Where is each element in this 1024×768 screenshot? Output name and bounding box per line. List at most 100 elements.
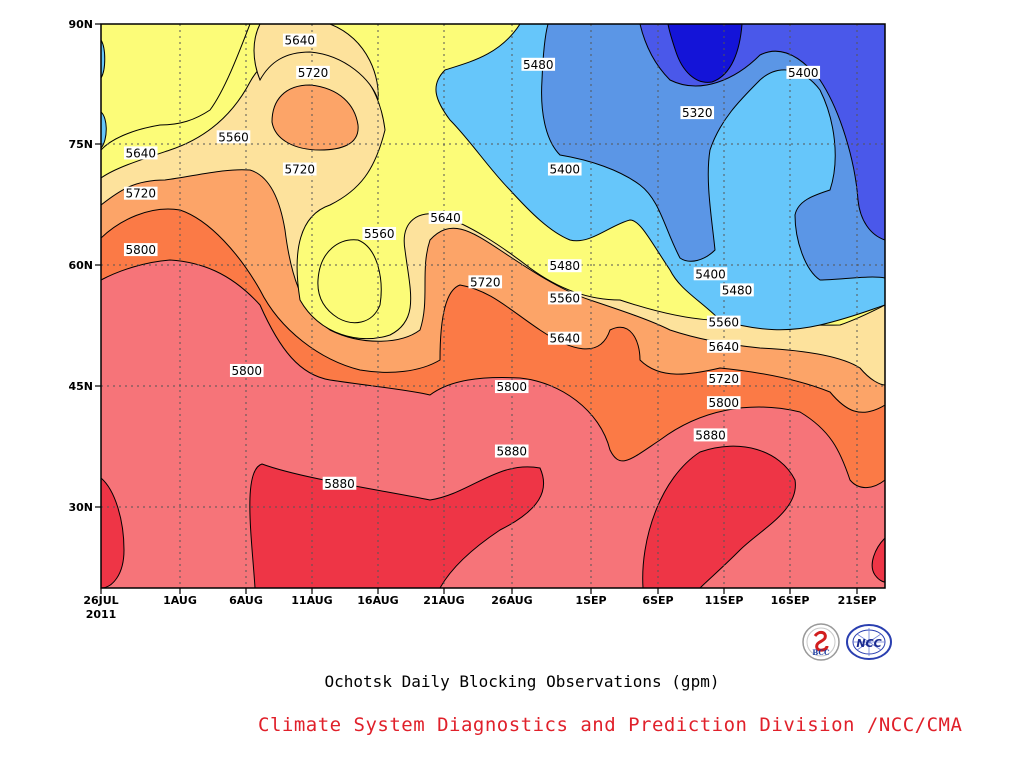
contour-label-text: 5560: [218, 130, 249, 144]
contour-label-text: 5800: [231, 364, 262, 378]
contour-label-box: [521, 57, 556, 71]
bcc-logo-text: BCC: [812, 648, 830, 657]
contour-label-text: 5560: [364, 227, 395, 241]
contour-label-box: [706, 315, 741, 329]
contour-label-text: 5560: [708, 316, 739, 330]
contour-label-box: [494, 380, 529, 394]
contour-label-text: 5640: [430, 211, 461, 225]
ncc-logo-text: NCC: [856, 637, 881, 650]
contour-label: 5720: [123, 186, 158, 201]
contour-label-text: 5640: [284, 34, 315, 48]
contour-label-box: [547, 162, 582, 176]
x-tick-label: 1AUG: [163, 594, 197, 607]
x-tick-label: 21AUG: [423, 594, 464, 607]
contour-label: 5720: [296, 65, 330, 80]
contour-label: 5400: [786, 65, 821, 80]
contour-label: 5480: [521, 57, 556, 72]
contour-label-box: [282, 162, 317, 176]
contour-label-box: [706, 372, 741, 386]
contour-label: 5720: [706, 372, 741, 386]
contour-label-text: 5320: [682, 106, 713, 120]
band-5400: [541, 24, 885, 281]
contour-label-box: [123, 243, 158, 257]
y-tick-labels: 90N 75N 60N 45N 30N: [68, 18, 93, 514]
contour-label: 5720: [468, 275, 503, 289]
contour-label-text: 5800: [125, 243, 156, 257]
contour-label-box: [547, 259, 582, 273]
contour-label-text: 5400: [788, 66, 819, 80]
contour-label-box: [123, 186, 158, 200]
y-tick-label: 60N: [68, 259, 93, 272]
band-5560-nw: [101, 24, 251, 151]
contour-label: 5640: [123, 146, 158, 160]
contour-label-text: 5480: [523, 58, 554, 72]
contour-label: 5400: [693, 267, 728, 281]
contour-label-text: 5880: [496, 445, 527, 459]
band-gt5960-right: [642, 445, 796, 588]
contour-label-box: [322, 476, 357, 490]
contour-label: 5880: [494, 444, 529, 459]
x-tick-label: 26AUG: [491, 594, 532, 607]
contour-label: 5800: [494, 380, 529, 394]
contour-label-text: 5800: [496, 380, 527, 394]
y-tick-label: 30N: [68, 501, 93, 514]
contour-label-text: 5720: [298, 66, 329, 80]
contour-label-box: [693, 267, 728, 281]
contour-label: 5640: [428, 210, 463, 225]
band-gt5960-center: [249, 463, 545, 588]
contour-label-text: 5720: [470, 275, 501, 289]
chart-title: Ochotsk Daily Blocking Observations (gpm…: [324, 672, 720, 691]
contour-label: 5800: [229, 363, 264, 378]
contour-label: 5880: [693, 428, 728, 442]
contour-label: 5640: [282, 33, 317, 48]
band-5560-island: [317, 239, 382, 324]
x-tick-label: 6SEP: [642, 594, 673, 607]
y-tick-label: 75N: [68, 138, 93, 151]
gridlines: [101, 24, 885, 588]
x-tick-label: 16AUG: [357, 594, 398, 607]
contour-label-text: 5400: [549, 163, 580, 177]
contour-label-box: [468, 275, 503, 289]
contour-label: 5560: [216, 130, 251, 144]
contour-label-text: 5640: [549, 332, 580, 346]
contour-label: 5560: [362, 226, 397, 241]
y-tick-label: 90N: [68, 18, 93, 31]
plot-frame: [100, 23, 886, 589]
contour-label-text: 5720: [125, 187, 156, 201]
x-tick-labels: 26JUL 1AUG 6AUG 11AUG 16AUG 21AUG 26AUG …: [83, 594, 876, 621]
contour-label-text: 5720: [708, 372, 739, 386]
axis-ticks: [95, 23, 858, 594]
contour-label-box: [720, 283, 754, 297]
contour-label-text: 5880: [324, 477, 355, 491]
contour-label: 5400: [547, 162, 582, 177]
contour-label: 5560: [547, 291, 582, 305]
credit-line: Climate System Diagnostics and Predictio…: [258, 714, 963, 736]
contour-label-box: [428, 210, 463, 224]
contour-label: 5320: [680, 106, 715, 120]
contour-label: 5480: [547, 259, 582, 273]
bcc-logo-icon: BCC: [802, 623, 840, 661]
contour-label-box: [296, 65, 330, 79]
x-tick-label: 11SEP: [705, 594, 744, 607]
contour-label-text: 5720: [284, 163, 315, 177]
contour-label: 5800: [706, 396, 741, 410]
contour-label-box: [494, 444, 529, 458]
contour-label: 5640: [706, 339, 741, 354]
contour-label: 5880: [322, 476, 357, 491]
contour-label-text: 5800: [708, 396, 739, 410]
contour-label-text: 5480: [722, 283, 753, 297]
contour-label-text: 5560: [549, 291, 580, 305]
contour-label-box: [229, 363, 264, 377]
contour-labels: 5640 5720 5480 5400 5320 5560 5640 5720 5400 5720…: [123, 33, 821, 491]
contour-label: 5720: [282, 162, 317, 177]
contour-label-box: [693, 428, 728, 442]
x-tick-label: 1SEP: [575, 594, 606, 607]
band-5720-pocket: [271, 84, 359, 151]
y-tick-label: 45N: [68, 380, 93, 393]
x-tick-label: 21SEP: [838, 594, 877, 607]
x-tick-label: 26JUL: [83, 594, 118, 607]
x-year-label: 2011: [86, 608, 117, 621]
x-tick-label: 6AUG: [229, 594, 263, 607]
contour-label-text: 5400: [695, 267, 726, 281]
